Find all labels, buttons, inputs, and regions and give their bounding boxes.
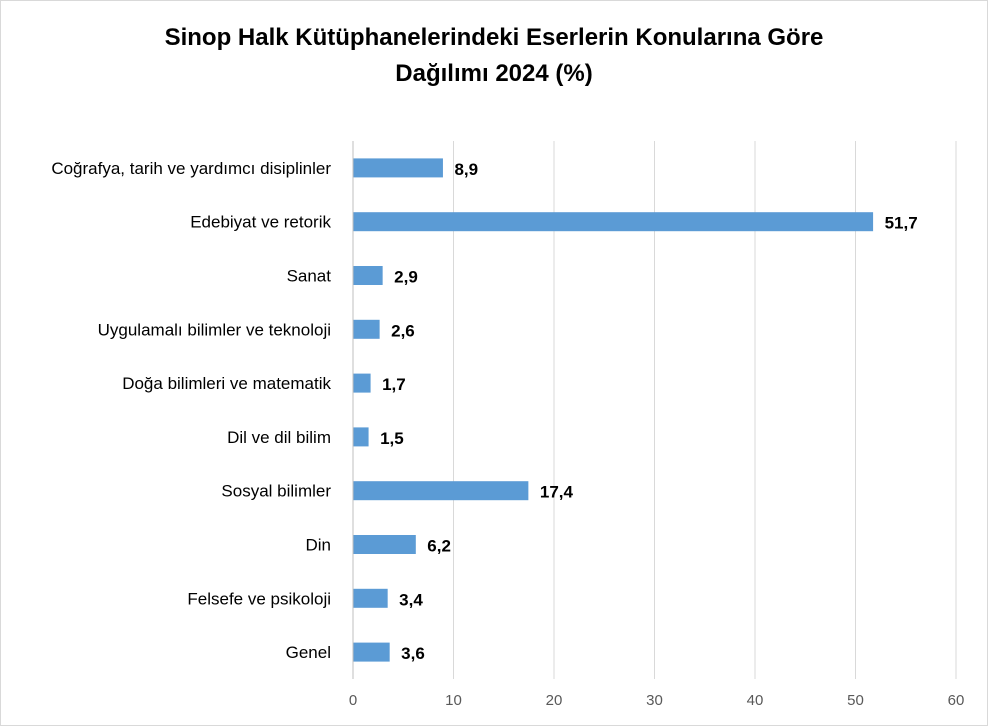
- x-tick-label: 40: [747, 692, 764, 709]
- bar: [353, 588, 388, 608]
- x-tick-label: 50: [847, 692, 864, 709]
- chart-title: Sinop Halk Kütüphanelerindeki Eserlerin …: [165, 24, 824, 87]
- category-label: Genel: [286, 643, 331, 662]
- bar: [353, 319, 380, 339]
- data-label: 6,2: [427, 537, 451, 556]
- x-tick-label: 0: [349, 692, 357, 709]
- bar: [353, 535, 416, 554]
- x-tick-label: 60: [948, 692, 965, 709]
- category-label: Doğa bilimleri ve matematik: [122, 374, 331, 393]
- data-label: 2,9: [394, 268, 418, 287]
- bars: [353, 158, 874, 662]
- category-label: Uygulamalı bilimler ve teknoloji: [98, 320, 331, 339]
- data-label: 1,5: [380, 429, 404, 448]
- category-label: Coğrafya, tarih ve yardımcı disiplinler: [51, 159, 331, 178]
- x-tick-label: 10: [445, 692, 462, 709]
- data-label: 3,6: [401, 644, 425, 663]
- bar: [353, 642, 390, 662]
- bar: [353, 212, 874, 232]
- data-labels: 8,9 51,7 2,9 2,6 1,7 1,5 17,4 6,2 3,4 3,6: [380, 160, 918, 663]
- x-tick-label: 20: [546, 692, 563, 709]
- category-label: Sanat: [287, 267, 332, 286]
- category-labels: Coğrafya, tarih ve yardımcı disiplinler E…: [51, 159, 331, 662]
- data-label: 17,4: [540, 483, 574, 502]
- bar: [353, 266, 383, 285]
- category-label: Sosyal bilimler: [221, 482, 331, 501]
- data-label: 8,9: [454, 160, 478, 179]
- category-label: Dil ve dil bilim: [227, 428, 331, 447]
- bar: [353, 481, 529, 501]
- bar: [353, 158, 443, 178]
- bar: [353, 427, 369, 447]
- data-label: 2,6: [391, 321, 415, 340]
- data-label: 3,4: [399, 590, 423, 609]
- data-label: 51,7: [885, 214, 918, 233]
- chart-title-line-2: Dağılımı 2024 (%): [395, 60, 592, 87]
- category-label: Din: [305, 536, 331, 555]
- data-label: 1,7: [382, 375, 406, 394]
- x-axis-tick-labels: 0 10 20 30 40 50 60: [349, 692, 965, 709]
- category-label: Felsefe ve psikoloji: [187, 589, 331, 608]
- category-label: Edebiyat ve retorik: [190, 213, 331, 232]
- chart-title-line-1: Sinop Halk Kütüphanelerindeki Eserlerin …: [165, 24, 824, 51]
- bar: [353, 373, 371, 393]
- x-tick-label: 30: [646, 692, 663, 709]
